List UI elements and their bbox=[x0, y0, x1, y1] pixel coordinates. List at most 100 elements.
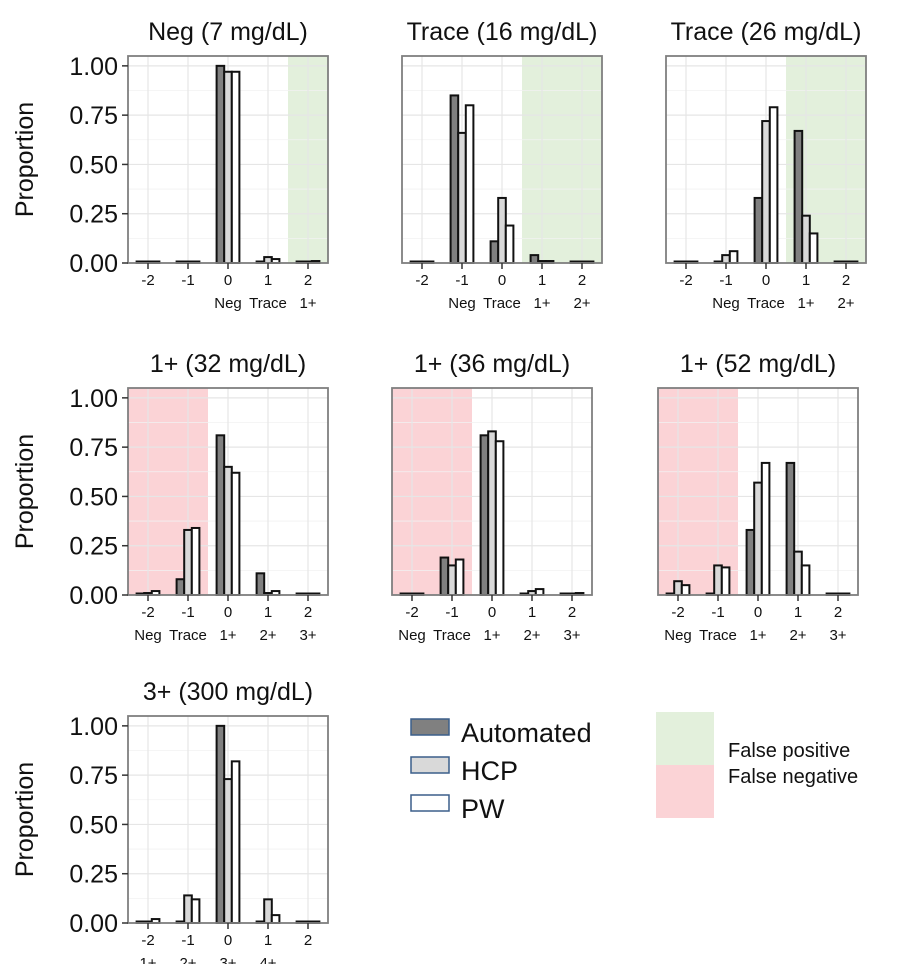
bar-hcp bbox=[223, 465, 233, 596]
bar-pw bbox=[270, 914, 281, 924]
bar-automated bbox=[255, 572, 266, 596]
bar-automated bbox=[745, 528, 756, 597]
bar-automated bbox=[479, 434, 490, 597]
bar-hcp bbox=[713, 564, 723, 597]
x-sublabel: Neg bbox=[712, 295, 740, 312]
x-tick-label: 1 bbox=[264, 272, 272, 289]
bar-hcp bbox=[673, 580, 683, 597]
bar-pw bbox=[504, 224, 515, 265]
x-tick-label: -2 bbox=[141, 932, 154, 949]
x-tick-label: 2 bbox=[568, 604, 576, 621]
x-sublabel: 1+ bbox=[483, 627, 500, 644]
x-tick-label: -1 bbox=[445, 604, 458, 621]
panel-title: Neg (7 mg/dL) bbox=[148, 18, 308, 46]
y-tick-label: 0.25 bbox=[69, 533, 118, 561]
bar-hcp bbox=[761, 120, 771, 264]
panel-title: 3+ (300 mg/dL) bbox=[143, 678, 313, 706]
x-tick-label: 0 bbox=[488, 604, 496, 621]
bar-pw bbox=[800, 564, 811, 597]
x-tick-label: -2 bbox=[415, 272, 428, 289]
chart-panel-7: 3+ (300 mg/dL) 0.00 0.25 0.50 0.75 1.00 Propor… bbox=[11, 678, 329, 964]
bar-pw bbox=[720, 566, 731, 597]
bar-hcp bbox=[223, 70, 233, 265]
legend-swatch-false-positive bbox=[656, 712, 714, 765]
y-tick-label: 0.50 bbox=[69, 811, 118, 839]
bar-pw bbox=[464, 104, 475, 264]
x-sublabel: 3+ bbox=[219, 955, 236, 964]
x-sublabel: 3+ bbox=[829, 627, 846, 644]
x-sublabel: Neg bbox=[398, 627, 426, 644]
legend-regions: False positive False negative bbox=[656, 712, 858, 818]
chart-panel-4: 1+ (32 mg/dL) 0.00 0.25 0.50 0.75 1.00 Proport… bbox=[11, 350, 329, 644]
y-tick-label: 0.75 bbox=[69, 434, 118, 462]
x-sublabel: Trace bbox=[433, 627, 471, 644]
bar-pw bbox=[680, 584, 691, 597]
x-sublabel: 2+ bbox=[789, 627, 806, 644]
legend-swatch-hcp bbox=[410, 756, 450, 774]
bar-pw bbox=[494, 440, 505, 596]
bar-automated bbox=[215, 64, 226, 264]
chart-panel-1: Neg (7 mg/dL) 0.00 0.25 0.50 0.75 1.00 Proport… bbox=[11, 18, 329, 312]
x-sublabel: Trace bbox=[169, 627, 207, 644]
x-tick-label: 2 bbox=[304, 272, 312, 289]
y-tick-label: 0.25 bbox=[69, 861, 118, 889]
y-tick-label: 1.00 bbox=[69, 53, 118, 81]
x-sublabel: 1+ bbox=[299, 295, 316, 312]
x-tick-label: 0 bbox=[224, 932, 232, 949]
x-sublabel: 1+ bbox=[219, 627, 236, 644]
bar-pw bbox=[190, 526, 201, 597]
chart-panel-2: Trace (16 mg/dL) -2 -1 Neg 0 Trace 1 1+ 2 2+ bbox=[401, 18, 603, 312]
bar-hcp bbox=[447, 564, 457, 597]
bar-hcp bbox=[183, 894, 193, 925]
x-tick-label: -2 bbox=[679, 272, 692, 289]
x-tick-label: -1 bbox=[711, 604, 724, 621]
x-sublabel: 1+ bbox=[533, 295, 550, 312]
bar-automated bbox=[753, 196, 764, 264]
x-tick-label: -2 bbox=[405, 604, 418, 621]
x-tick-label: 1 bbox=[528, 604, 536, 621]
bar-pw bbox=[728, 250, 739, 265]
x-tick-label: 2 bbox=[578, 272, 586, 289]
shaded-region-false-negative bbox=[658, 388, 738, 595]
x-tick-label: 0 bbox=[762, 272, 770, 289]
x-tick-label: -2 bbox=[671, 604, 684, 621]
x-tick-label: 1 bbox=[264, 932, 272, 949]
bar-hcp bbox=[487, 430, 497, 596]
chart-panel-3: Trace (26 mg/dL) -2 -1 Neg 0 Trace 1 1+ 2 2+ bbox=[665, 18, 867, 312]
bar-pw bbox=[760, 461, 771, 596]
y-tick-label: 0.75 bbox=[69, 102, 118, 130]
bar-automated bbox=[449, 94, 460, 264]
bar-hcp bbox=[183, 528, 193, 597]
x-sublabel: 1+ bbox=[749, 627, 766, 644]
bar-automated bbox=[439, 556, 450, 596]
y-tick-label: 0.00 bbox=[69, 582, 118, 610]
x-sublabel: Neg bbox=[664, 627, 692, 644]
legend-swatch-automated bbox=[410, 718, 450, 736]
legend-label-pw: PW bbox=[461, 794, 505, 824]
x-tick-label: -1 bbox=[181, 604, 194, 621]
bar-hcp bbox=[753, 481, 763, 596]
panel-title: 1+ (36 mg/dL) bbox=[414, 350, 570, 378]
y-tick-label: 0.75 bbox=[69, 762, 118, 790]
x-sublabel: Trace bbox=[483, 295, 521, 312]
x-sublabel: 2+ bbox=[837, 295, 854, 312]
x-tick-label: 0 bbox=[498, 272, 506, 289]
y-axis-label: Proportion bbox=[11, 434, 39, 549]
x-tick-label: 0 bbox=[754, 604, 762, 621]
y-axis-label: Proportion bbox=[11, 102, 39, 217]
x-sublabel: 3+ bbox=[563, 627, 580, 644]
legend-series: Automated HCP PW bbox=[410, 718, 592, 824]
x-sublabel: Trace bbox=[249, 295, 287, 312]
y-tick-label: 0.50 bbox=[69, 483, 118, 511]
shaded-region-false-positive bbox=[522, 56, 602, 263]
bar-automated bbox=[785, 461, 796, 596]
y-axis-label: Proportion bbox=[11, 762, 39, 877]
chart-panel-6: 1+ (52 mg/dL) -2 Neg -1 Trace 0 1+ 1 2+ 2 3+ bbox=[657, 350, 859, 644]
x-sublabel: Neg bbox=[134, 627, 162, 644]
legend-swatch-pw bbox=[410, 794, 450, 812]
bar-automated bbox=[215, 724, 226, 924]
chart-panels: Neg (7 mg/dL) 0.00 0.25 0.50 0.75 1.00 Proport… bbox=[11, 18, 867, 964]
x-sublabel: 1+ bbox=[139, 955, 156, 964]
x-sublabel: 3+ bbox=[299, 627, 316, 644]
